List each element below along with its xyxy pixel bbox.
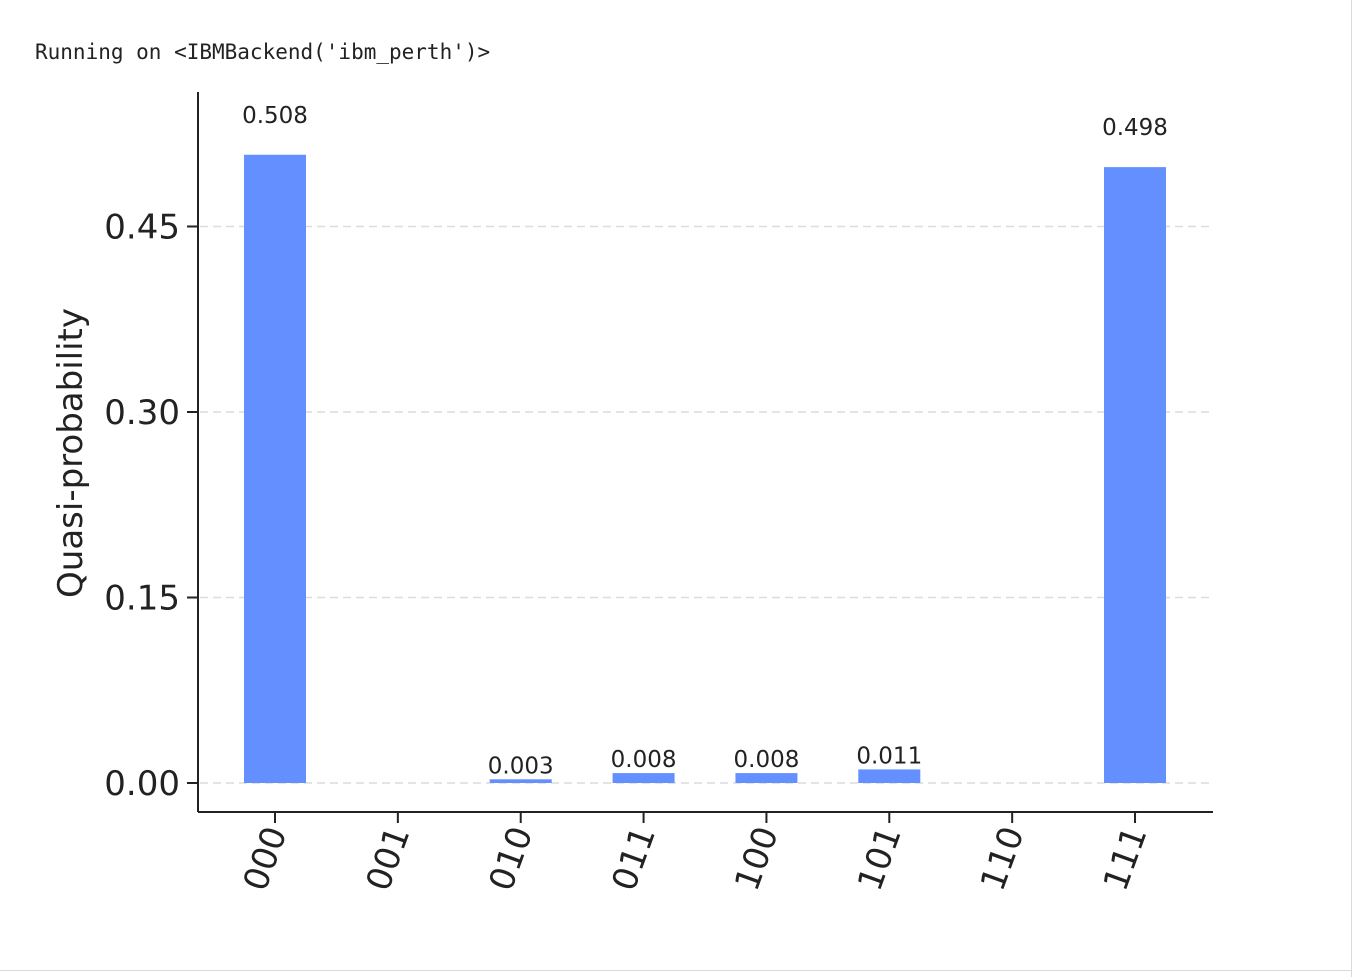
bar (489, 779, 552, 783)
x-tick-label: 101 (850, 821, 910, 896)
grid-lines (200, 225, 1213, 784)
bar (1104, 167, 1167, 783)
bar-value-label: 0.003 (488, 753, 554, 779)
frame-bottom-edge (0, 970, 1352, 971)
bars (244, 154, 1167, 783)
axes (197, 92, 1213, 813)
y-axis-title: Quasi-probability (51, 308, 91, 598)
y-tick-label: 0.45 (104, 207, 180, 247)
y-tick-label: 0.15 (104, 578, 180, 618)
bar (244, 154, 306, 783)
bar (612, 773, 675, 783)
console-output-line: Running on <IBMBackend('ibm_perth')> (35, 40, 491, 64)
bar-value-label: 0.508 (242, 103, 308, 129)
x-tick-label: 010 (481, 821, 541, 896)
bar-value-label: 0.008 (611, 747, 677, 773)
bar (735, 773, 798, 783)
x-tick-label: 100 (727, 821, 787, 896)
x-tick-label: 001 (359, 821, 419, 896)
x-tick-label: 111 (1096, 821, 1156, 896)
y-tick-label: 0.30 (104, 393, 180, 433)
ticks (187, 225, 1137, 823)
x-tick-label: 110 (973, 821, 1033, 896)
y-tick-label: 0.00 (104, 764, 180, 804)
frame-right-edge (1351, 0, 1352, 977)
bar (858, 769, 921, 783)
bar-value-label: 0.011 (856, 743, 922, 769)
x-tick-label: 011 (604, 821, 664, 896)
x-tick-label: 000 (236, 821, 296, 896)
bar-value-label: 0.498 (1102, 115, 1168, 141)
bar-value-label: 0.008 (734, 747, 800, 773)
